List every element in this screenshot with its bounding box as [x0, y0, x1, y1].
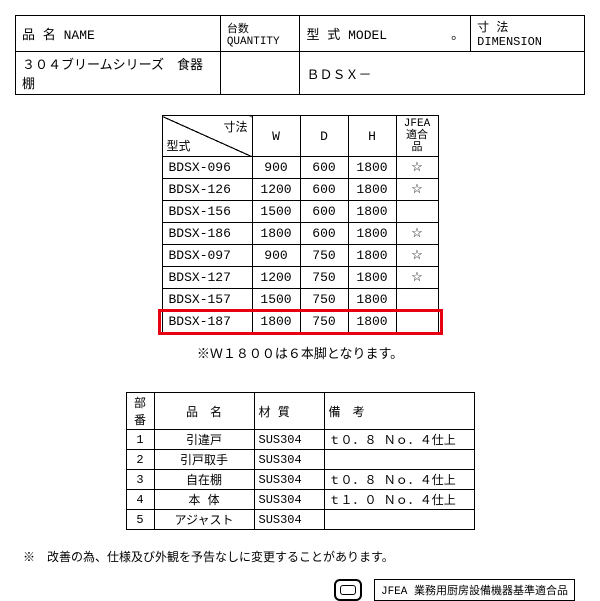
cell-model: BDSX-187: [162, 311, 252, 333]
cell-d: 750: [300, 311, 348, 333]
cell-w: 1500: [252, 201, 300, 223]
dim-col-h: H: [348, 116, 396, 157]
hdr-dim-label: 寸 法 DIMENSION: [471, 16, 585, 52]
table-row: 2引戸取手SUS304: [126, 450, 474, 470]
cell-d: 600: [300, 201, 348, 223]
disclaimer-text: ※ 改善の為、仕様及び外観を予告なしに変更することがあります。: [23, 548, 585, 565]
cell-name: アジャスト: [154, 510, 254, 530]
cell-name: 引戸取手: [154, 450, 254, 470]
dim-col-w: W: [252, 116, 300, 157]
cell-d: 600: [300, 223, 348, 245]
cell-model: BDSX-126: [162, 179, 252, 201]
cell-w: 1200: [252, 267, 300, 289]
parts-col-rem: 備 考: [324, 393, 474, 430]
cell-d: 750: [300, 267, 348, 289]
hdr-qty-label: 台数 QUANTITY: [220, 16, 300, 52]
cell-model: BDSX-186: [162, 223, 252, 245]
cell-rem: [324, 510, 474, 530]
cell-h: 1800: [348, 179, 396, 201]
cell-h: 1800: [348, 289, 396, 311]
table-row: BDSX-18718007501800: [162, 311, 438, 333]
table-row: BDSX-18618006001800☆: [162, 223, 438, 245]
cell-d: 600: [300, 179, 348, 201]
parts-col-name: 品 名: [154, 393, 254, 430]
cell-w: 1800: [252, 223, 300, 245]
cell-h: 1800: [348, 201, 396, 223]
header-table: 品 名 NAME 台数 QUANTITY 型 式 MODEL 。 寸 法 DIM…: [15, 15, 585, 95]
cell-mat: SUS304: [254, 470, 324, 490]
cell-d: 600: [300, 157, 348, 179]
hdr-name-value: ３０４ブリームシリーズ 食器棚: [16, 52, 221, 95]
cell-jfea: ☆: [396, 245, 438, 267]
cell-no: 1: [126, 430, 154, 450]
cell-mat: SUS304: [254, 510, 324, 530]
cell-w: 1500: [252, 289, 300, 311]
cell-h: 1800: [348, 157, 396, 179]
dim-col-d: D: [300, 116, 348, 157]
cell-h: 1800: [348, 267, 396, 289]
parts-col-no: 部番: [126, 393, 154, 430]
cell-jfea: [396, 201, 438, 223]
cell-rem: [324, 450, 474, 470]
table-row: BDSX-12612006001800☆: [162, 179, 438, 201]
cell-h: 1800: [348, 311, 396, 333]
parts-col-mat: 材 質: [254, 393, 324, 430]
table-row: BDSX-12712007501800☆: [162, 267, 438, 289]
table-row: BDSX-0979007501800☆: [162, 245, 438, 267]
cell-jfea: ☆: [396, 157, 438, 179]
cell-name: 引違戸: [154, 430, 254, 450]
cell-w: 900: [252, 157, 300, 179]
cell-d: 750: [300, 289, 348, 311]
cell-w: 1200: [252, 179, 300, 201]
cell-w: 900: [252, 245, 300, 267]
table-row: 1引違戸SUS304ｔ０．８ Ｎｏ．４仕上: [126, 430, 474, 450]
cell-jfea: ☆: [396, 267, 438, 289]
dim-diag-header: 寸法 型式: [162, 116, 252, 157]
cell-jfea: ☆: [396, 179, 438, 201]
cell-jfea: [396, 289, 438, 311]
cell-no: 4: [126, 490, 154, 510]
hdr-model-label: 型 式 MODEL 。: [300, 16, 471, 52]
cell-h: 1800: [348, 223, 396, 245]
cell-name: 自在棚: [154, 470, 254, 490]
cell-name: 本 体: [154, 490, 254, 510]
cell-model: BDSX-156: [162, 201, 252, 223]
table-row: BDSX-0969006001800☆: [162, 157, 438, 179]
cell-h: 1800: [348, 245, 396, 267]
cell-rem: ｔ１．０ Ｎｏ．４仕上: [324, 490, 474, 510]
table-row: BDSX-15715007501800: [162, 289, 438, 311]
cell-model: BDSX-096: [162, 157, 252, 179]
cell-jfea: [396, 311, 438, 333]
table-row: 4本 体SUS304ｔ１．０ Ｎｏ．４仕上: [126, 490, 474, 510]
cell-mat: SUS304: [254, 430, 324, 450]
hdr-qty-value: [220, 52, 300, 95]
hdr-name-label: 品 名 NAME: [16, 16, 221, 52]
table-row: 3自在棚SUS304ｔ０．８ Ｎｏ．４仕上: [126, 470, 474, 490]
cell-no: 2: [126, 450, 154, 470]
cell-jfea: ☆: [396, 223, 438, 245]
jfea-badge: JFEA 業務用厨房設備機器基準適合品: [374, 579, 575, 601]
cell-model: BDSX-097: [162, 245, 252, 267]
note-text: ※Ｗ１８００は６本脚となります。: [15, 343, 585, 362]
cell-model: BDSX-127: [162, 267, 252, 289]
cell-no: 5: [126, 510, 154, 530]
hdr-model-value: ＢＤＳＸ－: [300, 52, 585, 95]
cell-rem: ｔ０．８ Ｎｏ．４仕上: [324, 430, 474, 450]
cell-no: 3: [126, 470, 154, 490]
dimension-table: 寸法 型式 W D H JFEA適合品 BDSX-0969006001800☆B…: [162, 115, 439, 333]
table-row: 5アジャストSUS304: [126, 510, 474, 530]
cell-d: 750: [300, 245, 348, 267]
cell-model: BDSX-157: [162, 289, 252, 311]
cell-mat: SUS304: [254, 450, 324, 470]
cell-rem: ｔ０．８ Ｎｏ．４仕上: [324, 470, 474, 490]
jfea-icon: [334, 579, 362, 601]
cell-w: 1800: [252, 311, 300, 333]
cell-mat: SUS304: [254, 490, 324, 510]
dim-col-jfea: JFEA適合品: [396, 116, 438, 157]
parts-table: 部番 品 名 材 質 備 考 1引違戸SUS304ｔ０．８ Ｎｏ．４仕上2引戸取…: [126, 392, 475, 530]
footer: JFEA 業務用厨房設備機器基準適合品: [15, 579, 585, 601]
table-row: BDSX-15615006001800: [162, 201, 438, 223]
